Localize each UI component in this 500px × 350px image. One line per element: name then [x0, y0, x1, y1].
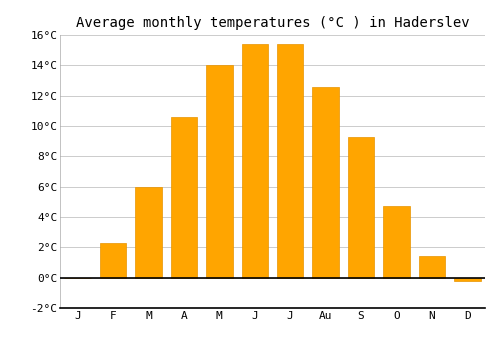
Bar: [312, 86, 339, 278]
Bar: [383, 206, 409, 278]
Bar: [242, 44, 268, 278]
Bar: [418, 257, 445, 278]
Bar: [454, 278, 480, 281]
Bar: [100, 243, 126, 278]
Bar: [206, 65, 233, 278]
Bar: [277, 44, 303, 278]
Bar: [170, 117, 197, 278]
Bar: [348, 136, 374, 278]
Title: Average monthly temperatures (°C ) in Haderslev: Average monthly temperatures (°C ) in Ha…: [76, 16, 469, 30]
Bar: [136, 187, 162, 278]
